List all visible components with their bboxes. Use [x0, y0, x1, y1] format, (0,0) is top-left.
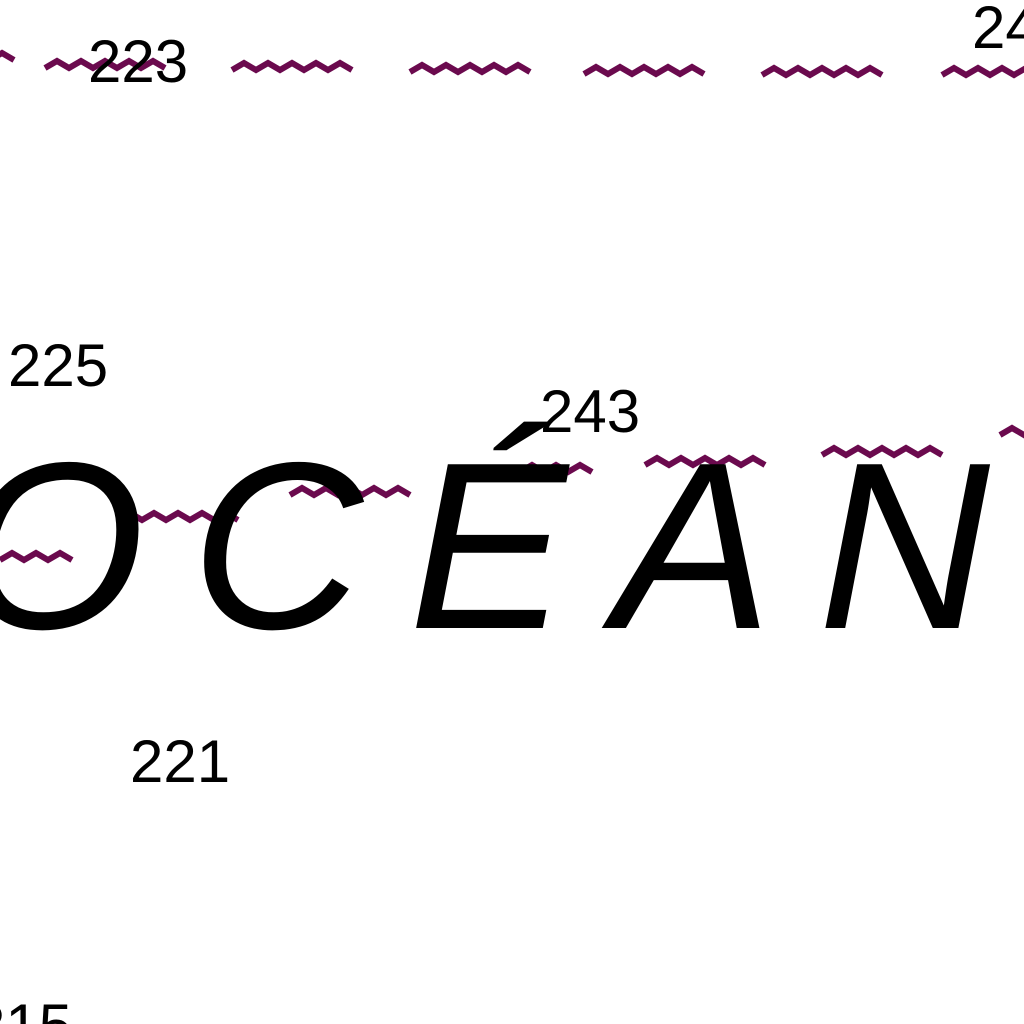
wave-line-symbol [518, 461, 594, 476]
wave-line-symbol [820, 444, 944, 459]
wave-line-symbol [643, 454, 767, 469]
wave-line-symbol [998, 424, 1024, 439]
wave-line-symbol [760, 64, 884, 79]
wave-line-symbol [116, 509, 240, 524]
wave-line-symbol [0, 549, 74, 564]
wave-line-symbol [288, 484, 412, 499]
depth-sounding: 24 [972, 0, 1024, 61]
depth-sounding: 243 [540, 378, 640, 445]
wave-line-symbol [230, 59, 354, 74]
depth-sounding: 225 [8, 332, 108, 399]
depth-sounding: 221 [130, 728, 230, 795]
wave-line-symbol [408, 61, 532, 76]
depth-sounding: 223 [88, 28, 188, 95]
wave-line-symbol [43, 57, 167, 72]
wave-line-symbol [0, 49, 16, 63]
wave-line-symbol [582, 63, 706, 78]
wave-symbols [0, 49, 1024, 564]
wave-line-symbol [940, 64, 1024, 79]
depth-sounding: 215 [0, 992, 72, 1024]
